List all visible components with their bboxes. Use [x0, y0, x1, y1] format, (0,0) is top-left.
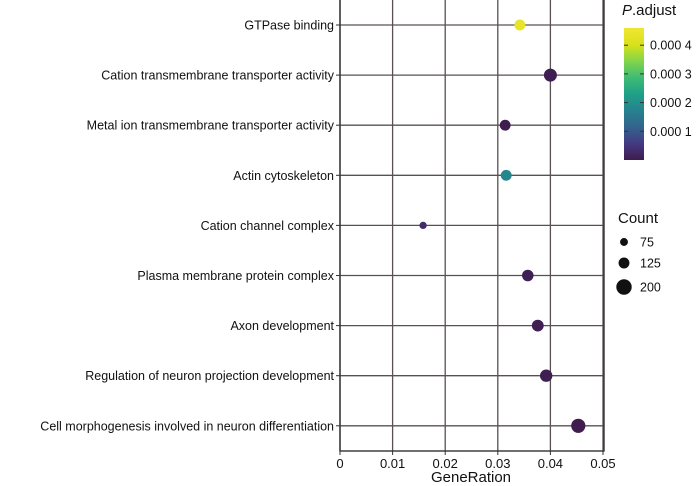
- size-legend-dot: [620, 238, 628, 246]
- y-tick-label: GTPase binding: [244, 19, 334, 33]
- data-point: [522, 269, 534, 282]
- grid-lines: [339, 0, 604, 451]
- x-tick-label: 0.03: [485, 456, 510, 471]
- y-tick-label: Metal ion transmembrane transporter acti…: [87, 119, 335, 133]
- color-legend-title: P.adjust: [622, 2, 677, 19]
- size-legend-label: 200: [640, 281, 661, 295]
- colorbar-tick-label: 0.000 1: [650, 125, 692, 139]
- size-legend-dot: [618, 257, 630, 269]
- size-legend-title: Count: [618, 210, 659, 227]
- colorbar-tick-label: 0.000 4: [650, 39, 692, 53]
- color-legend: P.adjust 0.000 1 0.000 2 0.000 3 0.000 4: [622, 2, 692, 160]
- color-legend-title-rest: .adjust: [632, 2, 677, 19]
- data-point: [499, 119, 511, 131]
- data-point: [571, 418, 586, 433]
- data-point: [514, 19, 526, 31]
- data-point: [419, 221, 427, 230]
- x-tick-label: 0.01: [380, 456, 405, 471]
- colorbar: [624, 28, 644, 160]
- y-axis-labels: GTPase binding Cation transmembrane trans…: [40, 19, 340, 433]
- data-point: [543, 68, 557, 82]
- size-legend-items: 75 125 200: [616, 236, 661, 295]
- colorbar-tick-label: 0.000 2: [650, 96, 692, 110]
- size-legend-label: 125: [640, 257, 661, 271]
- size-legend-label: 75: [640, 236, 654, 250]
- y-tick-label: Cell morphogenesis involved in neuron di…: [40, 419, 334, 433]
- data-point: [539, 369, 553, 382]
- y-tick-label: Cation channel complex: [201, 219, 335, 233]
- x-axis-ticks: 0 0.01 0.02 0.03 0.04 0.05: [336, 451, 616, 471]
- x-tick-label: 0: [336, 456, 343, 471]
- data-point: [531, 319, 544, 332]
- data-point: [500, 169, 512, 181]
- x-tick-label: 0.02: [433, 456, 458, 471]
- y-tick-label: Axon development: [230, 319, 334, 333]
- x-tick-label: 0.04: [538, 456, 563, 471]
- y-tick-label: Plasma membrane protein complex: [137, 269, 334, 283]
- x-tick-label: 0.05: [590, 456, 615, 471]
- x-axis-title: GeneRation: [431, 469, 511, 486]
- y-tick-label: Cation transmembrane transporter activit…: [101, 69, 334, 83]
- y-tick-label: Actin cytoskeleton: [233, 169, 334, 183]
- color-legend-title-p: P: [622, 2, 632, 19]
- y-tick-label: Regulation of neuron projection developm…: [85, 369, 334, 383]
- size-legend-dot: [616, 279, 632, 295]
- colorbar-ticks: 0.000 1 0.000 2 0.000 3 0.000 4: [624, 39, 692, 139]
- size-legend: Count 75 125 200: [616, 210, 661, 295]
- data-points: [419, 19, 586, 433]
- colorbar-tick-label: 0.000 3: [650, 67, 692, 81]
